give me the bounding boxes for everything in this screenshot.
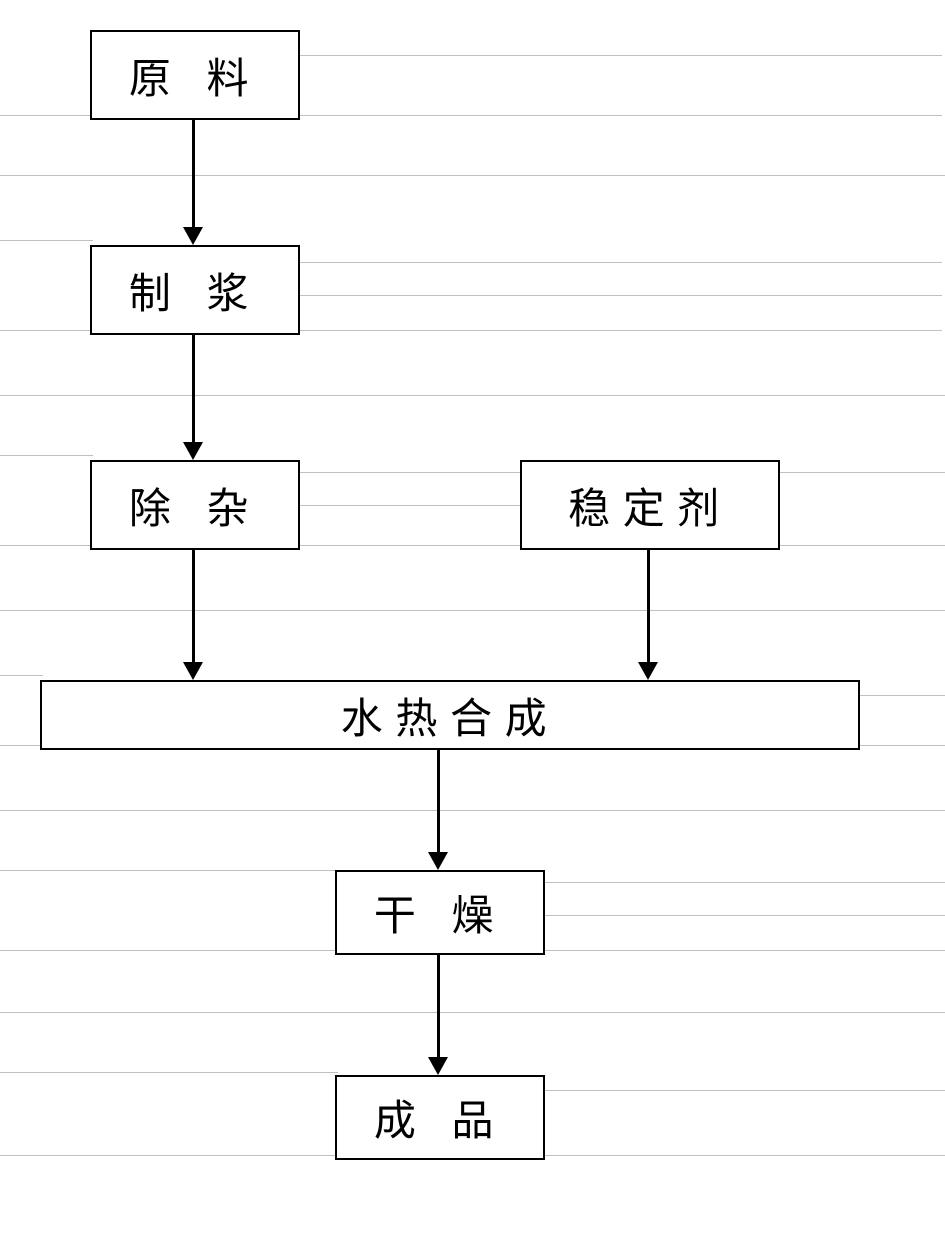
background-line	[297, 295, 942, 296]
background-line	[542, 950, 945, 951]
node-label: 除 杂	[129, 475, 261, 536]
background-line	[0, 240, 93, 241]
background-line	[778, 545, 945, 546]
background-line	[857, 745, 945, 746]
background-line	[297, 472, 522, 473]
arrow-pulping-to-impurity-removal	[192, 335, 195, 444]
background-line	[0, 745, 43, 746]
background-line	[0, 950, 338, 951]
arrow-head-icon	[638, 662, 658, 680]
arrow-hydrothermal-to-drying	[437, 750, 440, 854]
node-stabilizer: 稳定剂	[520, 460, 780, 550]
background-line	[0, 175, 945, 176]
background-line	[297, 330, 942, 331]
node-impurity-removal: 除 杂	[90, 460, 300, 550]
background-line	[0, 1072, 338, 1073]
arrow-head-icon	[183, 442, 203, 460]
background-line	[542, 882, 945, 883]
background-line	[0, 610, 945, 611]
background-line	[0, 545, 93, 546]
arrow-stabilizer-to-hydrothermal	[647, 550, 650, 664]
node-hydrothermal: 水热合成	[40, 680, 860, 750]
background-line	[0, 115, 93, 116]
node-label: 干 燥	[374, 882, 506, 943]
arrow-head-icon	[428, 1057, 448, 1075]
background-line	[297, 115, 942, 116]
background-line	[542, 1155, 945, 1156]
background-line	[0, 810, 945, 811]
background-line	[297, 545, 522, 546]
arrow-raw-material-to-pulping	[192, 120, 195, 229]
background-line	[0, 675, 43, 676]
background-line	[542, 915, 945, 916]
background-line	[0, 870, 338, 871]
background-line	[0, 395, 945, 396]
background-line	[778, 472, 945, 473]
arrow-drying-to-finished-product	[437, 955, 440, 1059]
background-line	[0, 330, 93, 331]
background-line	[0, 1012, 945, 1013]
arrow-head-icon	[183, 662, 203, 680]
node-drying: 干 燥	[335, 870, 545, 955]
background-line	[297, 262, 942, 263]
arrow-head-icon	[428, 852, 448, 870]
node-pulping: 制 浆	[90, 245, 300, 335]
background-line	[542, 1090, 945, 1091]
arrow-head-icon	[183, 227, 203, 245]
node-finished-product: 成 品	[335, 1075, 545, 1160]
arrow-impurity-removal-to-hydrothermal	[192, 550, 195, 664]
node-label: 稳定剂	[568, 475, 732, 536]
node-raw-material: 原 料	[90, 30, 300, 120]
background-line	[297, 55, 942, 56]
node-label: 水热合成	[341, 685, 559, 746]
node-label: 制 浆	[129, 260, 261, 321]
node-label: 成 品	[374, 1087, 506, 1148]
background-line	[0, 1155, 338, 1156]
background-line	[857, 695, 945, 696]
background-line	[297, 505, 522, 506]
node-label: 原 料	[129, 45, 261, 106]
background-line	[0, 455, 93, 456]
